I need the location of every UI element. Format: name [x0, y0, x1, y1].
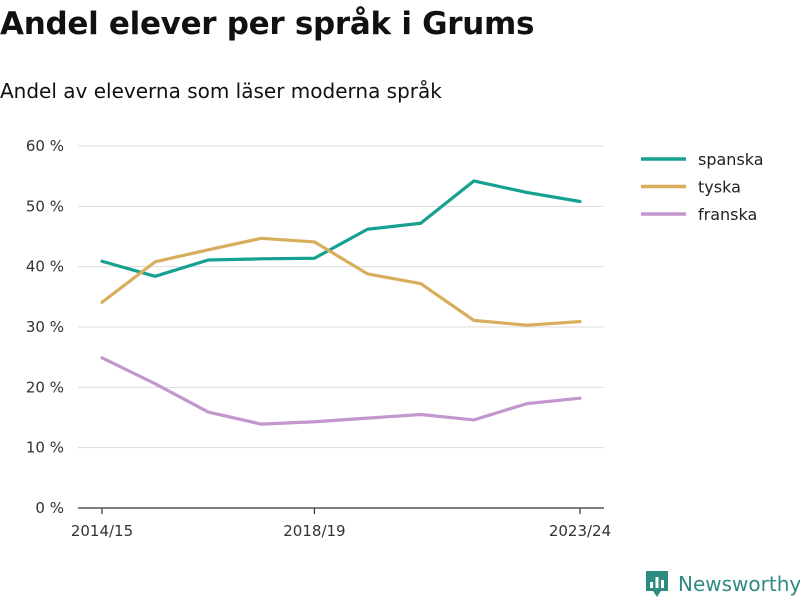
y-tick-label-40: 40 % — [26, 258, 64, 276]
y-tick-label-0: 0 % — [35, 499, 64, 517]
chart-title: Andel elever per språk i Grums — [0, 6, 535, 42]
newsworthy-brand[interactable]: Newsworthy — [644, 568, 800, 600]
chart-subtitle: Andel av eleverna som läser moderna språ… — [0, 79, 442, 103]
y-tick-label-30: 30 % — [26, 318, 64, 336]
legend-label-spanska: spanska — [698, 150, 764, 169]
y-tick-label-50: 50 % — [26, 197, 64, 215]
legend-label-franska: franska — [698, 205, 757, 224]
x-tick-label-2014/15: 2014/15 — [71, 522, 133, 540]
x-tick-label-2023/24: 2023/24 — [549, 522, 611, 540]
brand-name: Newsworthy — [678, 572, 800, 596]
series-line-spanska — [100, 179, 582, 278]
x-tick-label-2018/19: 2018/19 — [283, 522, 345, 540]
newsworthy-logo-icon — [646, 571, 668, 597]
series-line-franska — [100, 356, 582, 426]
series-line-tyska — [100, 236, 582, 327]
y-tick-label-10: 10 % — [26, 439, 64, 457]
legend-label-tyska: tyska — [698, 178, 741, 197]
y-tick-label-20: 20 % — [26, 378, 64, 396]
y-tick-label-60: 60 % — [26, 137, 64, 155]
